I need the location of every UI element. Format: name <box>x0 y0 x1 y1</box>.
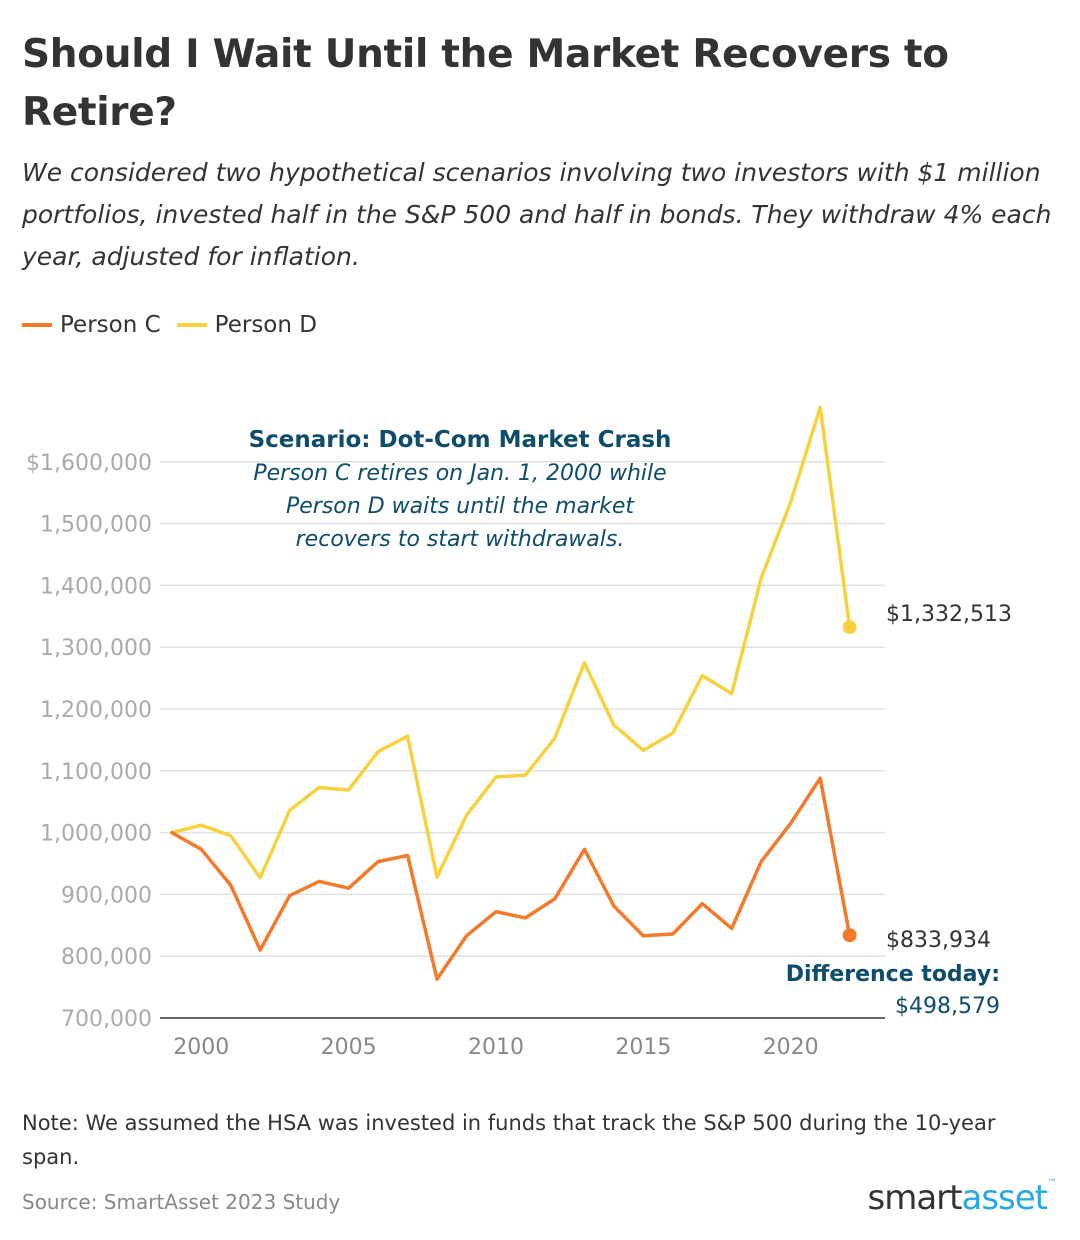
chart-subtitle: We considered two hypothetical scenarios… <box>22 158 1052 271</box>
chart-title: Should I Wait Until the Market Recovers … <box>22 32 949 135</box>
y-tick-label: 1,400,000 <box>40 574 152 599</box>
y-tick-label: $1,600,000 <box>26 451 152 476</box>
annotation-line-3: recovers to start withdrawals. <box>296 527 625 552</box>
line-chart: 700,000 800,000 900,000 1,000,000 1,100,000 1… <box>26 405 1012 1060</box>
x-tick-label: 2020 <box>763 1035 819 1060</box>
y-tick-label: 1,500,000 <box>40 513 152 538</box>
difference-label: Difference today: <box>786 962 1000 987</box>
legend: Person C Person D <box>22 312 333 338</box>
x-axis-tick-labels: 2000 2005 2010 2015 2020 <box>173 1035 818 1060</box>
annotation-line-2: Person D waits until the market <box>286 494 635 519</box>
legend-label-person-c: Person C <box>60 312 161 338</box>
annotation-heading: Scenario: Dot-Com Market Crash <box>249 427 672 453</box>
scenario-annotation: Scenario: Dot-Com Market Crash Person C … <box>249 427 672 552</box>
x-tick-label: 2005 <box>321 1035 377 1060</box>
y-axis-tick-labels: 700,000 800,000 900,000 1,000,000 1,100,000 1… <box>26 451 152 1032</box>
end-label-person-c: $833,934 <box>886 928 991 953</box>
y-tick-label: 800,000 <box>61 945 152 970</box>
y-tick-label: 1,000,000 <box>40 822 152 847</box>
series-line-person-c <box>170 776 852 981</box>
footnote: Note: We assumed the HSA was invested in… <box>22 1111 996 1169</box>
source-credit: Source: SmartAsset 2023 Study <box>22 1190 341 1214</box>
annotation-line-1: Person C retires on Jan. 1, 2000 while <box>253 461 666 486</box>
y-tick-label: 1,100,000 <box>40 760 152 785</box>
series-line-person-d <box>170 405 852 880</box>
y-tick-label: 700,000 <box>61 1007 152 1032</box>
difference-value: $498,579 <box>895 994 1000 1019</box>
endpoint-person-d <box>842 620 857 635</box>
y-tick-label: 900,000 <box>61 883 152 908</box>
end-label-person-d: $1,332,513 <box>886 602 1012 627</box>
endpoint-person-c <box>842 928 857 943</box>
x-tick-label: 2000 <box>173 1035 229 1060</box>
legend-swatch-person-d <box>176 323 207 327</box>
legend-swatch-person-c <box>22 323 52 327</box>
x-tick-label: 2010 <box>468 1035 524 1060</box>
legend-item-person-d: Person D <box>176 312 317 338</box>
x-tick-label: 2015 <box>615 1035 671 1060</box>
legend-label-person-d: Person D <box>214 312 317 338</box>
smartasset-logo: smartasset™ <box>867 1178 1058 1218</box>
series-lines <box>170 405 852 981</box>
y-tick-label: 1,300,000 <box>40 636 152 661</box>
series-endpoints <box>842 620 857 943</box>
legend-item-person-c: Person C <box>22 312 161 338</box>
y-tick-label: 1,200,000 <box>40 698 152 723</box>
